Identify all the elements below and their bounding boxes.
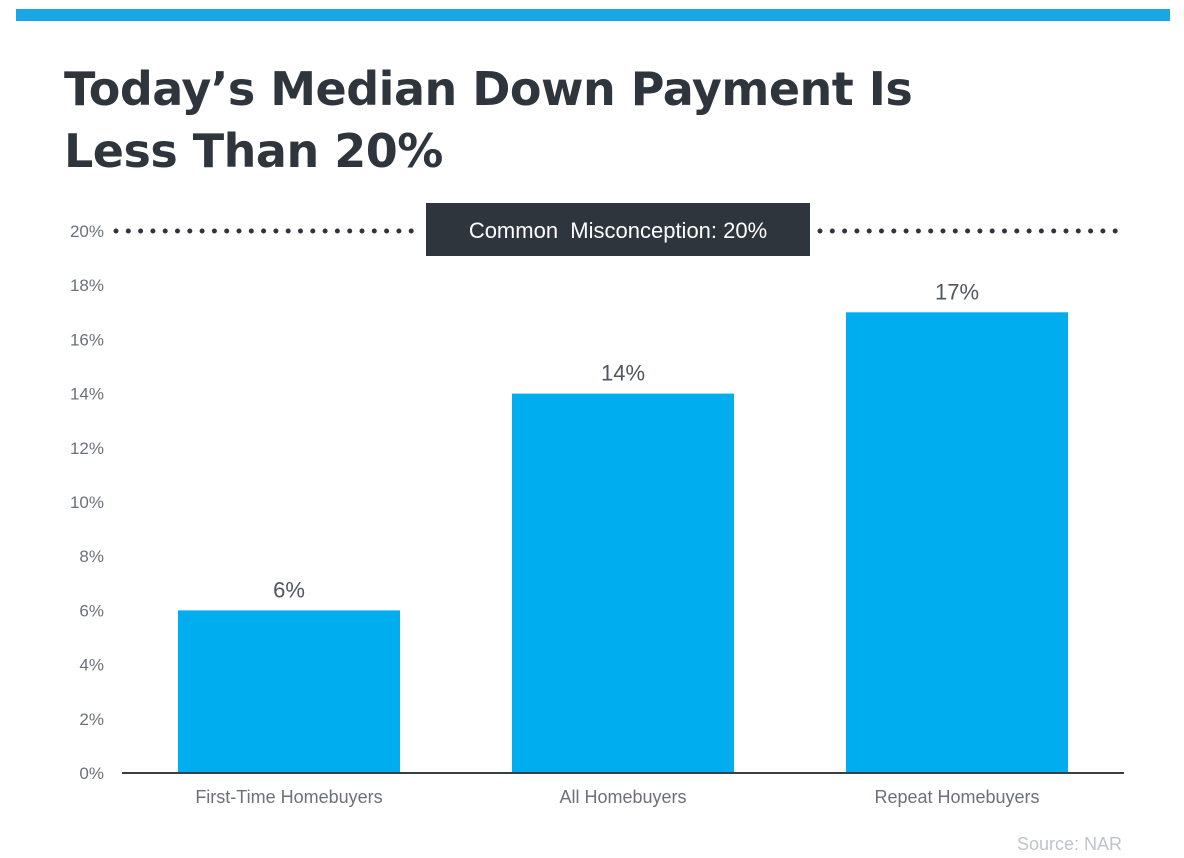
y-axis-ticks: 0% 2% 4% 6% 8% 10% 12% 14% 16% 18% 20% (70, 222, 104, 783)
bar (512, 393, 734, 773)
callout-background (426, 203, 810, 256)
source-note: Source: NAR (1016, 834, 1122, 854)
y-tick-label: 18% (70, 276, 104, 295)
y-tick-label: 10% (70, 493, 104, 512)
y-tick-label: 12% (70, 439, 104, 458)
y-tick-label: 20% (70, 222, 104, 241)
top-accent-bar (16, 9, 1170, 21)
bar (846, 312, 1068, 773)
y-tick-label: 2% (79, 710, 104, 729)
x-category-label: All Homebuyers (559, 787, 686, 807)
title-line-1: Today’s Median Down Payment Is (64, 62, 913, 116)
x-axis-categories: First-Time Homebuyers All Homebuyers Repea… (195, 787, 1039, 807)
chart-title: Today’s Median Down Payment Is Less Than… (64, 58, 964, 182)
y-tick-label: 4% (79, 656, 104, 675)
data-label: 17% (935, 279, 979, 304)
y-tick-label: 16% (70, 330, 104, 349)
bars (178, 312, 1068, 773)
bar (178, 610, 400, 773)
x-category-label: Repeat Homebuyers (874, 787, 1039, 807)
title-line-2: Less Than 20% (64, 124, 443, 178)
data-label: 14% (601, 361, 645, 386)
y-tick-label: 0% (79, 764, 104, 783)
data-label: 6% (273, 577, 305, 602)
x-category-label: First-Time Homebuyers (195, 787, 382, 807)
callout-box: Common Misconception: 20% (426, 203, 810, 256)
y-tick-label: 8% (79, 547, 104, 566)
callout-text: Common Misconception: 20% (469, 218, 767, 243)
data-labels: 6% 14% 17% (273, 279, 979, 602)
y-tick-label: 6% (79, 601, 104, 620)
y-tick-label: 14% (70, 385, 104, 404)
